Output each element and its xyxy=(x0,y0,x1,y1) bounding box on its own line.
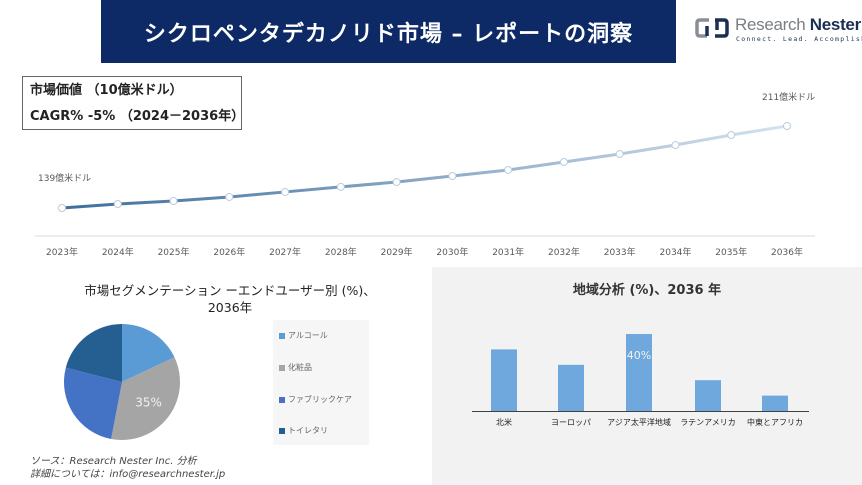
market-info-box: 市場価値 （10億米ドル） CAGR% -5% （2024－2036年） xyxy=(22,76,245,130)
line-point xyxy=(448,171,457,180)
pie-title-line1: 市場セグメンテーション ーエンドユーザー別 (%)、 xyxy=(84,283,376,298)
line-point xyxy=(225,192,234,201)
last-value-label: 211億米ドル xyxy=(762,91,815,103)
line-point xyxy=(392,178,401,187)
pie-title-line2: 2036年 xyxy=(207,300,253,315)
line-point xyxy=(559,157,568,166)
x-tick-label: 2030年 xyxy=(436,246,468,258)
pie-data-label: 35% xyxy=(135,396,162,410)
x-tick-label: 2031年 xyxy=(492,246,524,258)
logo-name-bold: Nester xyxy=(809,15,861,34)
first-value-label: 139億米ドル xyxy=(38,172,91,184)
legend-label: 化粧品 xyxy=(288,363,312,372)
pie-slice xyxy=(122,324,175,382)
source-line: ソース：Research Nester Inc. 分析 xyxy=(30,456,197,467)
bar xyxy=(695,380,721,411)
pie-slice xyxy=(64,367,122,439)
bar-chart-title: 地域分析 (%)、2036 年 xyxy=(572,283,722,298)
page-title: シクロペンタデカノリド市場 – レポートの洞察 xyxy=(101,0,676,63)
bar-category-label: ヨーロッパ xyxy=(551,418,591,427)
x-tick-label: 2028年 xyxy=(325,246,357,258)
pie-chart-title: 市場セグメンテーション ーエンドユーザー別 (%)、 2036年 xyxy=(60,282,400,316)
line-point xyxy=(727,130,736,139)
logo-name: Research Nester xyxy=(735,15,861,35)
x-tick-label: 2034年 xyxy=(660,246,692,258)
legend-item-toiletries: トイレタリ xyxy=(279,425,328,436)
bar-category-label: アジア太平洋地域 xyxy=(607,417,671,427)
legend-label: ファブリックケア xyxy=(288,395,352,404)
bar-category-label: 中東とアフリカ xyxy=(747,417,803,427)
legend-item-fabric-care: ファブリックケア xyxy=(279,394,352,405)
bar xyxy=(558,364,584,411)
line-point xyxy=(281,187,290,196)
logo-mark-icon xyxy=(695,18,729,38)
x-tick-label: 2032年 xyxy=(548,246,580,258)
market-value-label: 市場価値 （10億米ドル） xyxy=(30,83,183,98)
x-tick-label: 2033年 xyxy=(604,246,636,258)
line-point xyxy=(504,165,513,174)
research-nester-logo: Research Nester Connect. Lead. Accomplis… xyxy=(695,14,862,46)
line-point xyxy=(671,141,680,150)
x-tick-label: 2026年 xyxy=(213,246,245,258)
bar xyxy=(762,395,788,411)
contact-line: 詳細については：info@researchnester.jp xyxy=(30,469,226,480)
x-tick-label: 2027年 xyxy=(269,246,301,258)
bar-data-label: 40% xyxy=(627,349,651,362)
x-tick-label: 2023年 xyxy=(46,246,78,258)
legend-item-cosmetics: 化粧品 xyxy=(279,362,312,373)
legend-label: トイレタリ xyxy=(288,426,328,435)
line-point xyxy=(783,122,791,130)
pie-slice xyxy=(65,324,122,382)
x-tick-label: 2036年 xyxy=(771,246,803,258)
x-tick-label: 2035年 xyxy=(715,246,747,258)
line-point xyxy=(336,182,345,191)
source-note: ソース：Research Nester Inc. 分析 詳細については：info… xyxy=(30,455,225,481)
logo-name-light: Research xyxy=(735,15,810,34)
bar-category-label: ラテンアメリカ xyxy=(680,418,736,427)
legend-item-alcohol: アルコール xyxy=(279,330,328,341)
x-tick-label: 2024年 xyxy=(102,246,134,258)
line-point xyxy=(169,197,178,206)
pie-legend: アルコール 化粧品 ファブリックケア トイレタリ xyxy=(273,320,369,445)
line-point xyxy=(615,150,624,159)
legend-label: アルコール xyxy=(288,331,328,340)
line-series xyxy=(61,124,788,210)
legend-swatch xyxy=(279,396,285,403)
bar xyxy=(626,334,652,411)
legend-swatch xyxy=(279,427,285,434)
line-point xyxy=(58,204,66,212)
pie-slice xyxy=(111,357,180,440)
legend-swatch xyxy=(279,364,285,371)
x-tick-label: 2025年 xyxy=(158,246,190,258)
bar xyxy=(491,349,517,411)
logo-tagline: Connect. Lead. Accomplish xyxy=(736,35,862,43)
legend-swatch xyxy=(279,332,285,339)
x-tick-label: 2029年 xyxy=(381,246,413,258)
line-point xyxy=(113,200,122,209)
bar-category-label: 北米 xyxy=(496,417,512,427)
cagr-label: CAGR% -5% （2024－2036年） xyxy=(30,109,245,124)
